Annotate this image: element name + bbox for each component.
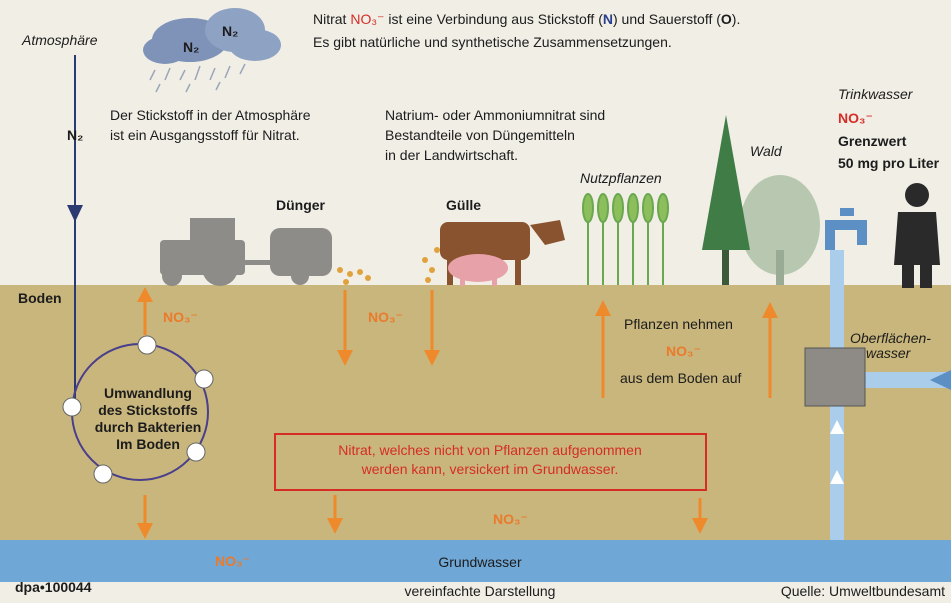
cycle-node	[187, 443, 205, 461]
footer-note: vereinfachte Darstellung	[405, 583, 556, 599]
limit-value: 50 mg pro Liter	[838, 155, 940, 171]
drop	[357, 269, 363, 275]
ear	[598, 194, 608, 222]
ear	[583, 194, 593, 222]
tractor-cab	[190, 218, 235, 243]
cycle-text: durch Bakterien	[95, 419, 202, 435]
footer-id: dpa•100044	[15, 579, 92, 595]
drop	[337, 267, 343, 273]
atmosphere-label: Atmosphäre	[21, 32, 98, 48]
treatment-box	[805, 348, 865, 406]
drop	[422, 257, 428, 263]
tap-handle	[840, 208, 854, 216]
drop	[347, 271, 353, 277]
boden-label: Boden	[18, 290, 62, 306]
cycle-text: des Stickstoffs	[98, 402, 198, 418]
wheel	[162, 266, 182, 286]
surface-water-label: wasser	[866, 345, 912, 361]
leaching-text: Nitrat, welches nicht von Pflanzen aufge…	[338, 442, 642, 458]
nitrate-label: NO₃⁻	[163, 309, 198, 325]
intro-text: Nitrat	[313, 11, 350, 27]
leaching-text: werden kann, versickert im Grundwasser.	[361, 461, 619, 477]
cow	[440, 222, 530, 260]
groundwater-label: Grundwasser	[438, 554, 522, 570]
ear	[613, 194, 623, 222]
nitrate-label: NO₃⁻	[215, 553, 250, 569]
fertilizer-note: Natrium- oder Ammoniumnitrat sind	[385, 107, 605, 123]
intro-line: Es gibt natürliche und synthetische Zusa…	[313, 34, 672, 50]
page: N₂ N₂ Atmosphäre N₂ Nitrat NO₃⁻ ist eine…	[0, 0, 951, 603]
drinking-water-formula: NO₃⁻	[838, 110, 873, 126]
uptake-text: aus dem Boden auf	[620, 370, 742, 386]
element-o: O	[721, 11, 732, 27]
guelle-label: Gülle	[446, 197, 481, 213]
drop	[343, 279, 349, 285]
drop	[434, 247, 440, 253]
surface-water-label: Oberflächen-	[850, 330, 931, 346]
footer-source: Quelle: Umweltbundesamt	[781, 583, 945, 599]
cycle-node	[195, 370, 213, 388]
intro-text: ).	[732, 11, 741, 27]
cloud-label: N₂	[183, 39, 199, 55]
pig-leg	[460, 276, 465, 286]
nitrate-label: NO₃⁻	[368, 309, 403, 325]
cycle-node	[94, 465, 112, 483]
ear	[658, 194, 668, 222]
drop	[425, 277, 431, 283]
nitrogen-note: Der Stickstoff in der Atmosphäre	[110, 107, 311, 123]
wheel	[202, 250, 238, 286]
trunk	[722, 250, 729, 285]
wheel	[291, 267, 309, 285]
cloud-label: N₂	[222, 23, 238, 39]
infographic: N₂ N₂ Atmosphäre N₂ Nitrat NO₃⁻ ist eine…	[0, 0, 951, 603]
wald-label: Wald	[750, 143, 783, 159]
fertilizer-note: in der Landwirtschaft.	[385, 147, 518, 163]
drop	[365, 275, 371, 281]
nitrate-label: NO₃⁻	[493, 511, 528, 527]
pig	[448, 254, 508, 282]
drop	[429, 267, 435, 273]
limit-label: Grenzwert	[838, 133, 907, 149]
uptake-formula: NO₃⁻	[666, 343, 701, 359]
ear	[628, 194, 638, 222]
intro-text: ist eine Verbindung aus Stickstoff (	[384, 11, 603, 27]
formula: NO₃⁻	[350, 11, 384, 27]
nutzpflanzen-label: Nutzpflanzen	[580, 170, 662, 186]
n2-label: N₂	[67, 127, 83, 143]
nitrogen-note: ist ein Ausgangsstoff für Nitrat.	[110, 127, 300, 143]
intro-line: Nitrat NO₃⁻ ist eine Verbindung aus Stic…	[313, 11, 740, 27]
cloud-part	[143, 36, 187, 64]
element-n: N	[603, 11, 613, 27]
cycle-text: Im Boden	[116, 436, 180, 452]
cow-leg	[515, 255, 521, 285]
duenger-label: Dünger	[276, 197, 326, 213]
cycle-text: Umwandlung	[104, 385, 192, 401]
drinking-water-title: Trinkwasser	[838, 86, 914, 102]
trunk	[776, 250, 784, 285]
uptake-text: Pflanzen nehmen	[624, 316, 733, 332]
intro-text: ) und Sauerstoff (	[613, 11, 721, 27]
pig-leg	[492, 276, 497, 286]
cycle-node	[63, 398, 81, 416]
fertilizer-note: Bestandteile von Düngemitteln	[385, 127, 575, 143]
cycle-node	[138, 336, 156, 354]
ear	[643, 194, 653, 222]
